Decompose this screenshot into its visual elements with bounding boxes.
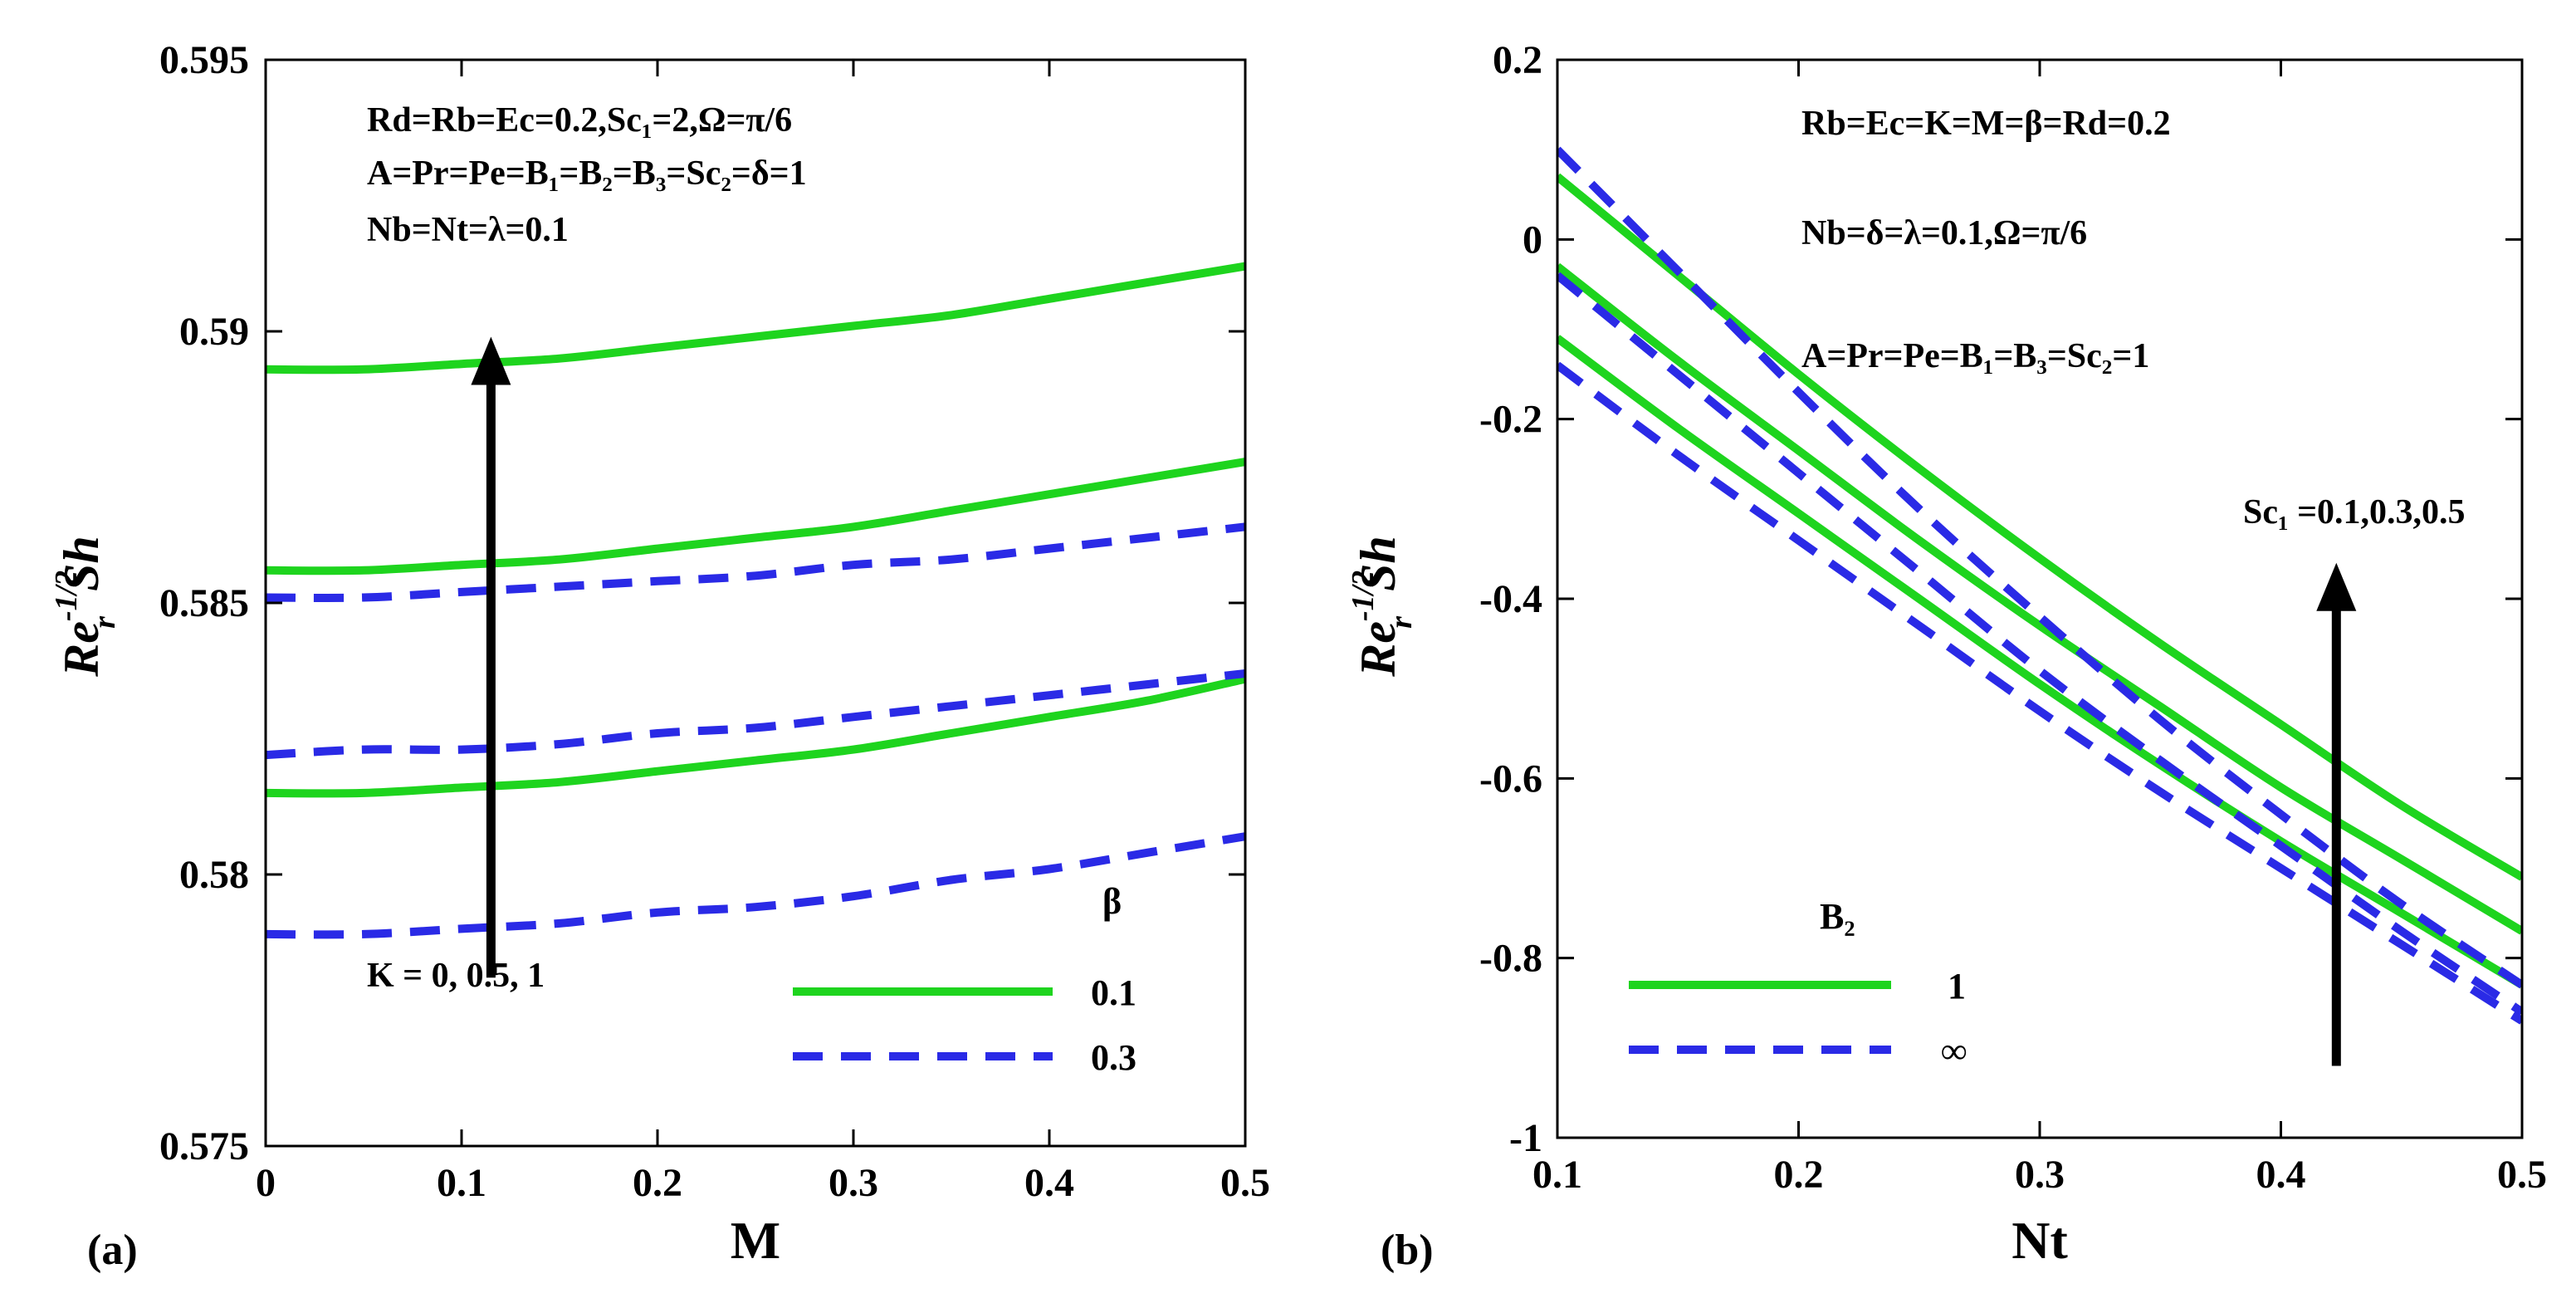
panel-b-plot-frame	[1556, 58, 2524, 1139]
panel-b-ytick-label: -0.8	[1479, 937, 1542, 981]
panel-a-arrow-layer	[471, 336, 511, 978]
panel-a-legend-title: β	[1102, 881, 1122, 922]
panel-b-series-5-dashed	[1557, 272, 2522, 1016]
panel-b-legend: B₂ 1 ∞	[1629, 896, 1967, 1071]
panel-a-ytick-label: 0.585	[159, 581, 249, 625]
panel-a-annotation-3: Nb=Nt=λ=0.1	[367, 211, 569, 249]
panel-a-series-4-dashed	[266, 832, 1245, 939]
panel-a-y-axis-label: Re-1/2rSh	[49, 536, 122, 677]
panel-b-legend-label-solid: 1	[1948, 966, 1966, 1007]
panel-a-xtick-label: 0	[256, 1161, 276, 1205]
panel-b-series-2-solid	[1557, 262, 2522, 935]
panel-b-ytick-label: -0.4	[1479, 577, 1542, 621]
panel-a-series-1-solid	[266, 674, 1245, 798]
panel-b-xtick-label: 0.3	[2015, 1153, 2065, 1197]
panel-b-xtick-label: 0.2	[1774, 1153, 1824, 1197]
panel-b-arrow-label: Sc₁ =0.1,0.3,0.5	[2243, 493, 2466, 531]
panel-a-ytick-label: 0.575	[159, 1124, 249, 1168]
panel-b-annotation-1: Rb=Ec=K=M=β=Rd=0.2	[1801, 105, 2171, 143]
panel-a-ticks-layer: 0 0.1 0.2 0.3 0.4 0.5 0.575 0.58 0.585 0.59 0.595	[159, 38, 1270, 1205]
panel-a-plot-frame	[264, 58, 1247, 1148]
panel-b-legend-title: B₂	[1820, 896, 1855, 937]
panel-b-xtick-label: 0.4	[2256, 1153, 2306, 1197]
panel-b-ytick-label: -0.6	[1479, 757, 1542, 801]
panel-a-arrow-head	[471, 336, 511, 385]
panel-a-ytick-label: 0.59	[179, 310, 249, 354]
panel-b-annotation-3: A=Pr=Pe=B₁=B₃=Sc₂=1	[1801, 337, 2149, 375]
panel-a-xtick-label: 0.4	[1024, 1161, 1074, 1205]
panel-a-x-axis-label: M	[731, 1211, 780, 1270]
panel-a-series-6-dashed	[266, 522, 1245, 602]
panel-a-series-2-solid	[266, 458, 1245, 576]
panel-b-series-3-solid	[1557, 335, 2522, 989]
panel-a-series-3-solid	[266, 262, 1245, 375]
panel-a-xtick-label: 0.1	[437, 1161, 486, 1205]
panel-b-ytick-label: 0.2	[1493, 38, 1542, 82]
panel-a-xtick-label: 0.2	[633, 1161, 682, 1205]
panel-b-ytick-label: -1	[1509, 1116, 1542, 1160]
panel-b-series-4-dashed	[1557, 146, 2522, 989]
panel-b-series-layer	[1557, 146, 2522, 1025]
panel-a-label: (a)	[87, 1227, 138, 1274]
panel-b-xtick-label: 0.5	[2497, 1153, 2547, 1197]
panel-a-series-5-dashed	[266, 669, 1245, 760]
panel-b-ytick-label: -0.2	[1479, 398, 1542, 442]
panel-b-series-6-dashed	[1557, 361, 2522, 1025]
panel-b-xtick-label: 0.1	[1532, 1153, 1582, 1197]
panel-b-legend-label-dashed: ∞	[1941, 1031, 1967, 1071]
panel-b-ytick-label: 0	[1523, 218, 1542, 262]
panel-a-ytick-label: 0.595	[159, 38, 249, 82]
panel-b-label: (b)	[1381, 1227, 1434, 1274]
panel-b-x-axis-label: Nt	[2011, 1211, 2068, 1270]
panel-a-arrow-label: K = 0, 0.5, 1	[367, 957, 545, 995]
panel-a-annotation-1: Rd=Rb=Ec=0.2,Sc₁=2,Ω=π/6	[367, 101, 792, 140]
panel-b-y-axis-label: Re-1/2rSh	[1346, 536, 1419, 677]
panel-a-xtick-label: 0.3	[829, 1161, 878, 1205]
panel-b-arrow-layer	[2316, 562, 2357, 1066]
panel-a-ytick-label: 0.58	[179, 853, 249, 897]
panel-a-legend-label-dashed: 0.3	[1091, 1037, 1136, 1078]
panel-b-annotation-2: Nb=δ=λ=0.1,Ω=π/6	[1801, 214, 2087, 252]
panel-b: 0.1 0.2 0.3 0.4 0.5 -1 -0.8 -0.6 -0.4 -0.2 0 0.2 Nt…	[1346, 38, 2547, 1274]
panel-a-xtick-label: 0.5	[1220, 1161, 1270, 1205]
panel-a-legend-label-solid: 0.1	[1091, 972, 1136, 1013]
panel-a-legend: β 0.1 0.3	[793, 881, 1136, 1078]
panel-a-series-layer	[266, 262, 1245, 939]
panel-b-ticks-layer: 0.1 0.2 0.3 0.4 0.5 -1 -0.8 -0.6 -0.4 -0.2 0 0.2	[1479, 38, 2547, 1197]
panel-b-arrow-head	[2316, 562, 2357, 611]
panel-a-annotation-2: A=Pr=Pe=B₁=B₂=B₃=Sc₂=δ=1	[367, 154, 807, 193]
panel-a: 0 0.1 0.2 0.3 0.4 0.50.5750.580.5850.590.595 …	[49, 38, 1270, 1274]
